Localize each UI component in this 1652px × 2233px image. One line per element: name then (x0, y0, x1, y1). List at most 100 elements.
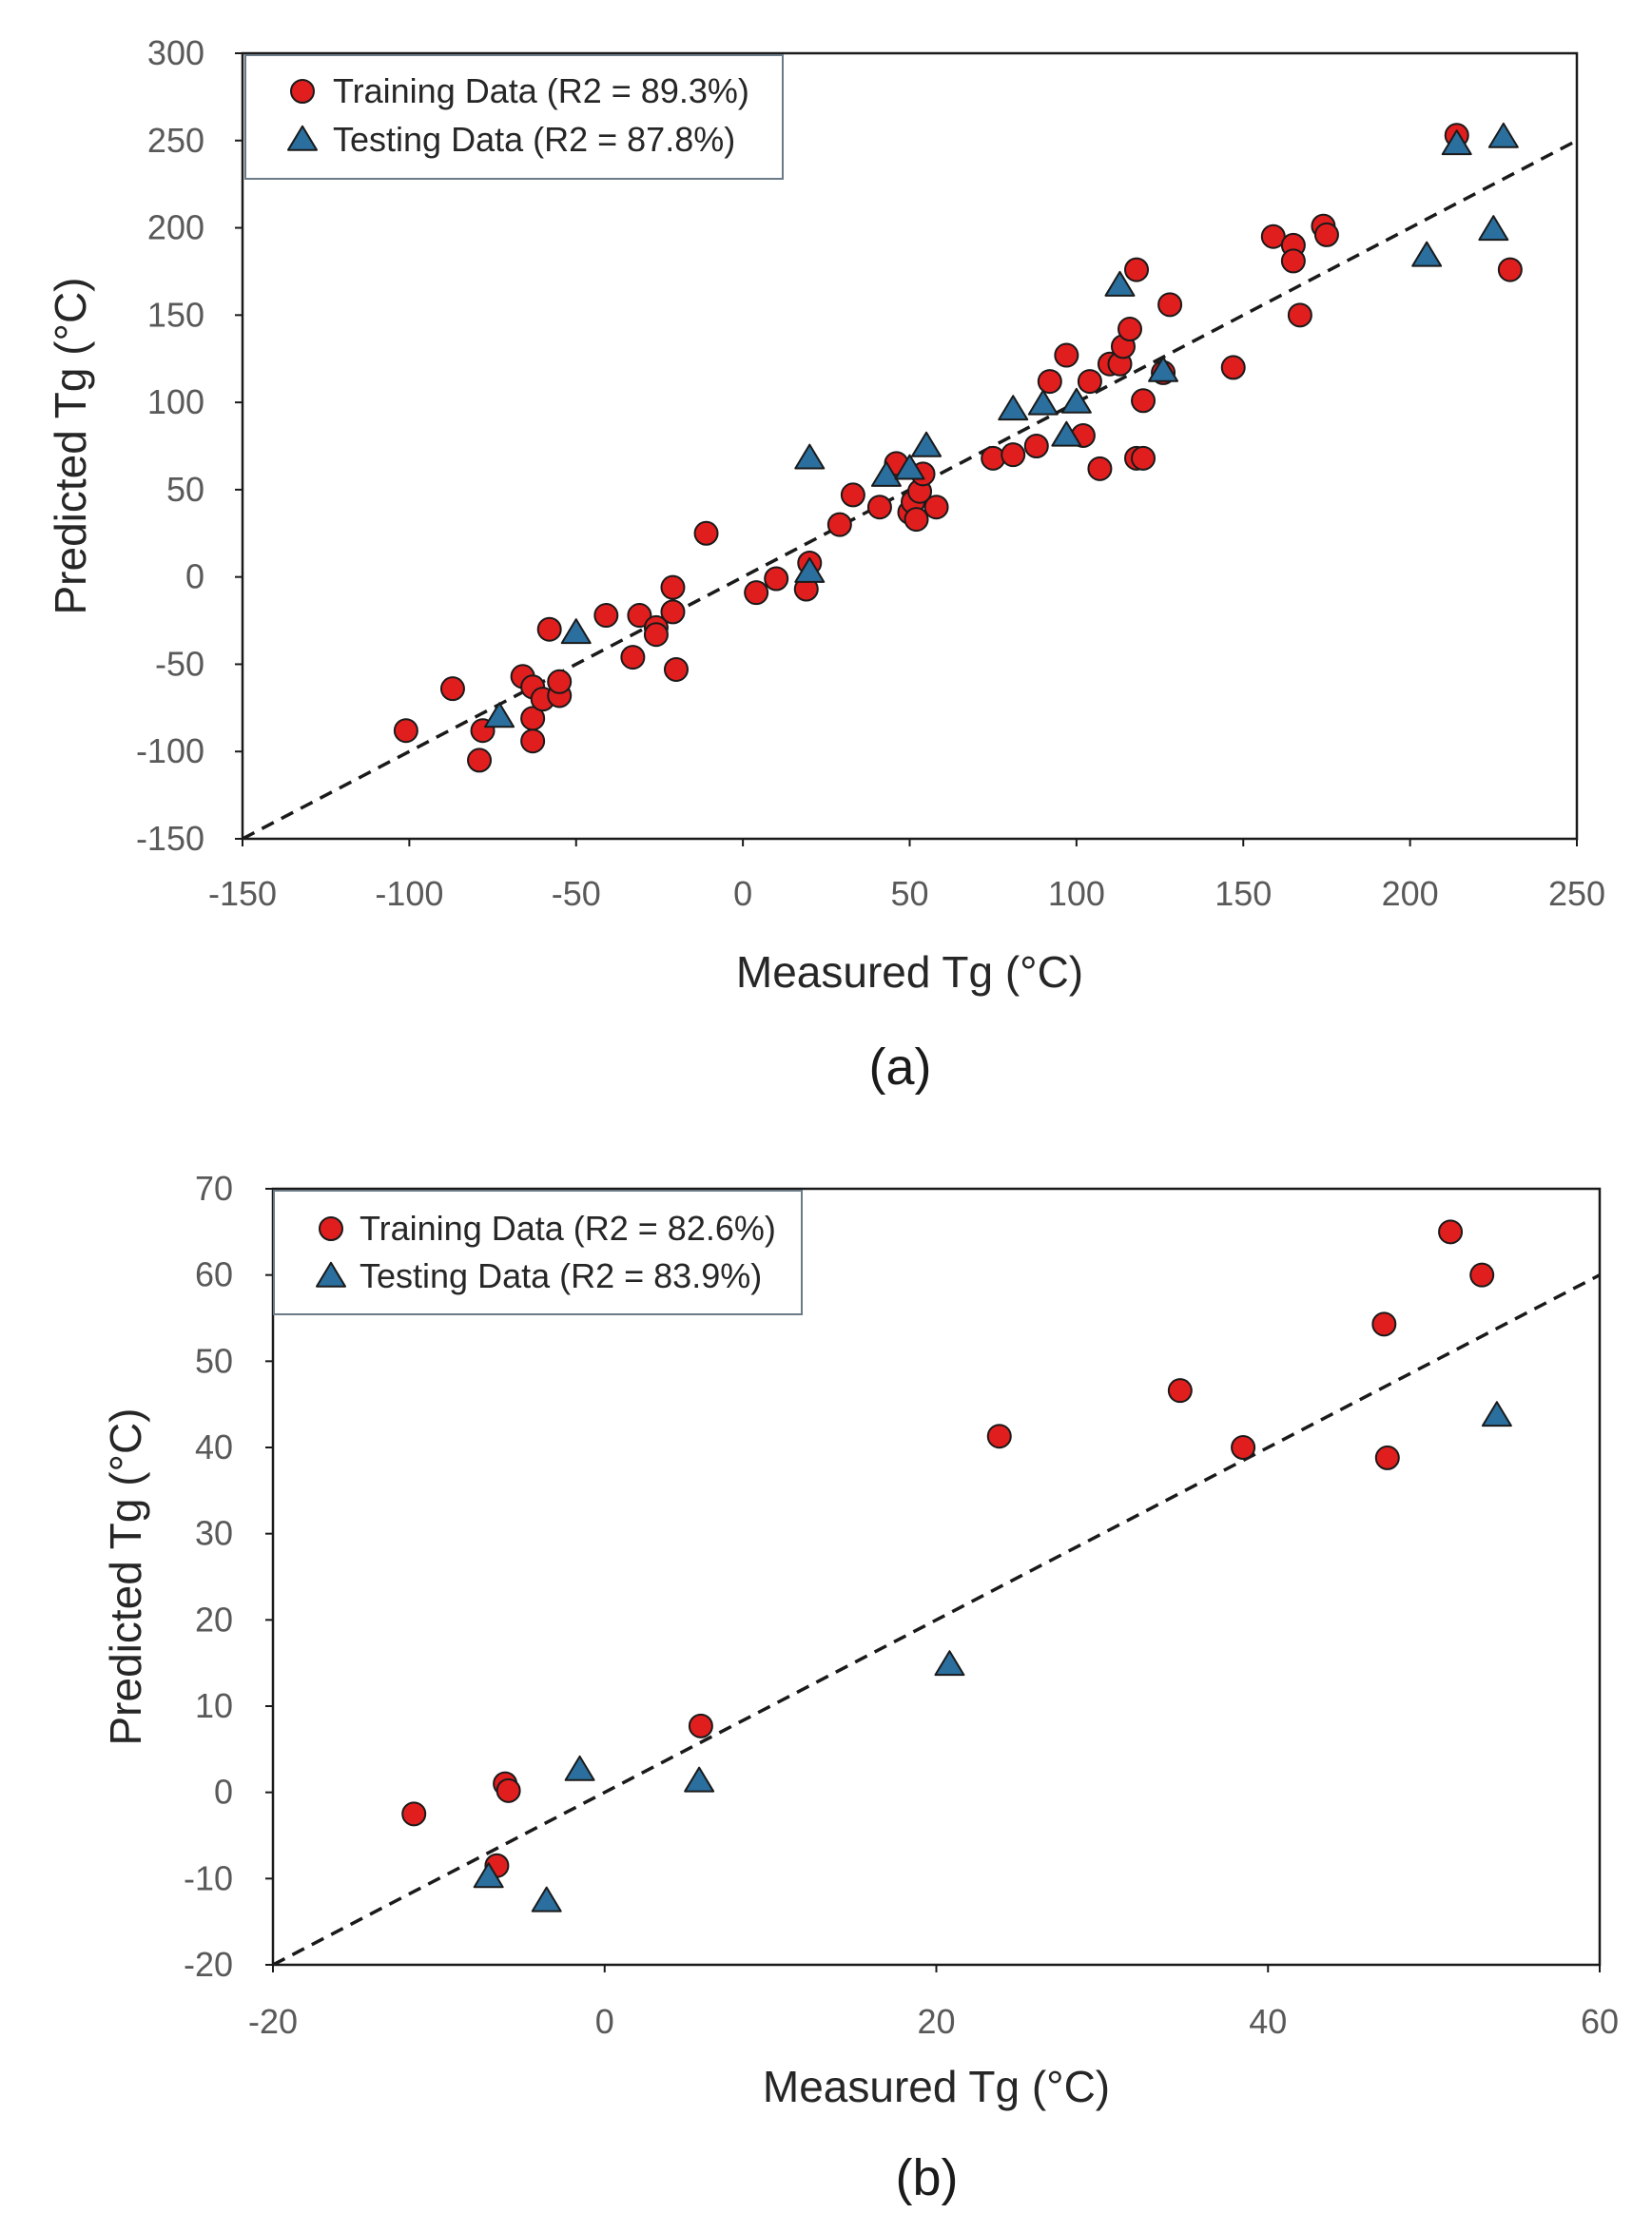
training-point (1077, 369, 1102, 395)
training-point (467, 748, 493, 773)
training-point (643, 622, 669, 648)
training-point (496, 1777, 521, 1803)
testing-point (870, 460, 902, 487)
x-tick-label: 50 (890, 874, 928, 913)
training-point (401, 1801, 427, 1827)
reference-line (273, 1273, 1600, 1965)
training-point (744, 580, 769, 606)
x-axis-title: Measured Tg (°C) (763, 2062, 1110, 2111)
testing-point (1060, 387, 1092, 414)
training-point (1131, 388, 1156, 414)
testing-point (1487, 122, 1519, 148)
training-point (764, 566, 789, 592)
y-tick-label: 60 (195, 1255, 233, 1294)
training-point (627, 603, 652, 629)
testing-point (1104, 270, 1136, 297)
training-point (840, 482, 865, 508)
training-point (1313, 222, 1339, 247)
legend-training-marker (290, 79, 315, 104)
x-tick-label: 200 (1382, 874, 1439, 913)
x-tick-label: -100 (375, 874, 443, 913)
testing-point (1051, 420, 1082, 447)
training-point (1001, 442, 1026, 468)
x-tick-label: 0 (733, 874, 752, 913)
training-point (1023, 434, 1049, 458)
legend-training-label: Training Data (R2 = 89.3%) (333, 71, 749, 110)
x-tick-label: -50 (552, 874, 601, 913)
training-point (1131, 445, 1156, 471)
legend-box (273, 1190, 803, 1315)
testing-point (998, 395, 1029, 421)
x-tick-label: 250 (1548, 874, 1605, 913)
training-point (1167, 1378, 1193, 1404)
training-point (1037, 369, 1062, 395)
x-tick-label: 40 (1249, 2002, 1287, 2041)
x-tick-label: 0 (595, 2002, 614, 2041)
y-tick-label: -50 (155, 644, 204, 683)
training-point (1371, 1311, 1397, 1337)
testing-point (473, 1862, 504, 1889)
testing-point (1441, 129, 1472, 156)
training-point (593, 603, 619, 629)
testing-point (894, 454, 925, 480)
x-tick-label: 60 (1581, 2002, 1619, 2041)
training-point (1469, 1262, 1495, 1288)
testing-point (1478, 215, 1509, 242)
training-point (660, 599, 686, 625)
training-point (393, 718, 418, 744)
training-point (1117, 317, 1142, 342)
training-point (536, 616, 562, 642)
y-tick-label: 10 (195, 1686, 233, 1725)
training-point (826, 512, 852, 537)
testing-point (934, 1650, 965, 1677)
training-point (663, 656, 689, 682)
y-tick-label: 30 (195, 1514, 233, 1553)
testing-point (484, 702, 515, 728)
training-point (1220, 355, 1246, 380)
y-tick-label: -100 (136, 731, 204, 770)
y-tick-label: 50 (166, 470, 204, 509)
y-tick-label: -150 (136, 819, 204, 858)
x-tick-label: 150 (1215, 874, 1272, 913)
y-tick-label: 250 (147, 121, 204, 160)
training-point (1087, 456, 1113, 481)
y-tick-label: 300 (147, 33, 204, 72)
training-point (688, 1713, 713, 1738)
training-point (1374, 1445, 1400, 1470)
legend-testing-label: Testing Data (R2 = 83.9%) (360, 1256, 762, 1295)
testing-point (531, 1886, 562, 1913)
testing-point (560, 618, 592, 645)
training-point (439, 676, 465, 702)
testing-point (684, 1766, 715, 1793)
x-tick-label: -20 (248, 2002, 298, 2041)
testing-point (1148, 356, 1179, 382)
legend: Training Data (R2 = 82.6%) Testing Data (… (273, 1190, 803, 1315)
testing-point (1027, 389, 1059, 416)
plot-area (241, 51, 1579, 841)
y-tick-label: 0 (185, 557, 204, 596)
training-point (1438, 1219, 1464, 1245)
chart-a: -150 -100 -50 0 50 100 150 200 250 300 250 200 150 10… (46, 33, 1605, 1096)
training-point (1124, 257, 1150, 282)
training-point (1054, 342, 1079, 368)
legend-testing-marker (316, 1261, 346, 1288)
y-tick-label: 70 (195, 1169, 233, 1208)
x-tick-label: 20 (917, 2002, 955, 2041)
training-point (986, 1424, 1012, 1449)
training-point (620, 645, 646, 670)
legend-training-marker (319, 1216, 343, 1241)
x-tick-label: -150 (208, 874, 277, 913)
legend-testing-marker (287, 125, 318, 151)
y-tick-label: 200 (147, 208, 204, 247)
training-point (1280, 248, 1306, 274)
y-axis-title: Predicted Tg (°C) (46, 278, 95, 615)
legend: Training Data (R2 = 89.3%) Testing Data (… (244, 54, 784, 180)
training-point (1231, 1435, 1256, 1460)
testing-point (911, 431, 943, 457)
y-tick-label: -20 (184, 1945, 233, 1984)
training-point (981, 445, 1006, 471)
testing-point (564, 1755, 595, 1781)
y-tick-label: 0 (214, 1773, 233, 1812)
y-tick-label: 50 (195, 1341, 233, 1380)
y-tick-label: -10 (184, 1858, 233, 1897)
